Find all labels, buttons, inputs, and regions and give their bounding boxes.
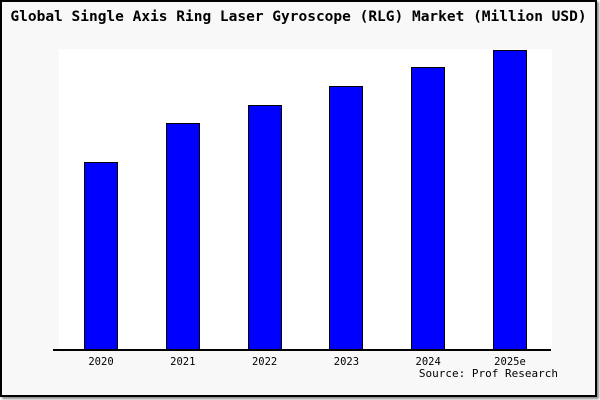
bar-2022 [247, 104, 282, 351]
bar-column: 2022 [247, 49, 282, 368]
bar-column: 2025e [492, 49, 527, 368]
source-text: Source: Prof Research [418, 367, 558, 380]
bar-column: 2024 [411, 49, 446, 368]
bar-2020 [84, 162, 118, 351]
x-tick-label: 2020 [88, 356, 114, 368]
x-axis-line [53, 349, 551, 351]
bar-column: 2021 [165, 49, 200, 368]
bars: 2020 2021 2022 2023 2024 2025e [59, 49, 552, 368]
x-tick-label: 2022 [251, 356, 278, 368]
bar-2021 [165, 123, 200, 351]
x-tick-label: 2025e [494, 356, 526, 368]
chart-title: Global Single Axis Ring Laser Gyroscope … [10, 9, 587, 25]
x-tick-label: 2021 [170, 356, 196, 368]
bar-column: 2020 [84, 49, 118, 368]
bar-column: 2023 [329, 49, 364, 368]
plot-area: 2020 2021 2022 2023 2024 2025e [53, 49, 552, 368]
bar-2023 [329, 86, 364, 351]
x-tick-label: 2023 [333, 356, 360, 368]
bar-2024 [411, 66, 446, 351]
bar-2025e [492, 50, 527, 351]
x-tick-label: 2024 [415, 356, 441, 368]
